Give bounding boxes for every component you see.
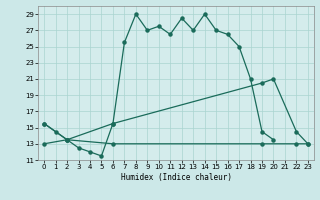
X-axis label: Humidex (Indice chaleur): Humidex (Indice chaleur) <box>121 173 231 182</box>
